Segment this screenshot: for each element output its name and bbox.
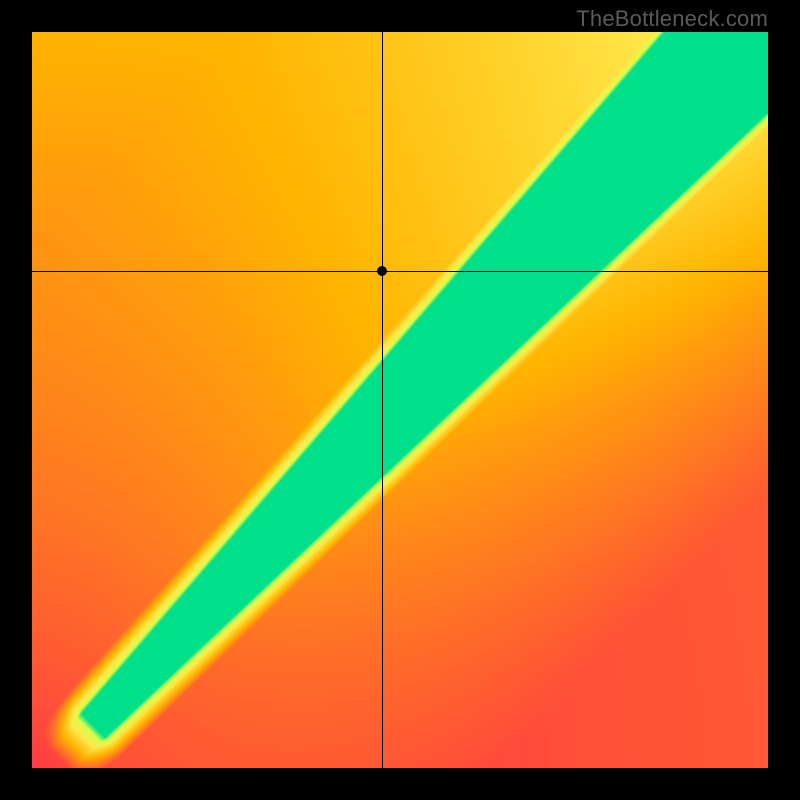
heatmap-canvas (32, 32, 768, 768)
crosshair-horizontal (32, 271, 768, 272)
crosshair-vertical (382, 32, 383, 768)
crosshair-marker-dot (377, 266, 387, 276)
chart-container: TheBottleneck.com (0, 0, 800, 800)
watermark-text: TheBottleneck.com (576, 6, 768, 32)
plot-area (32, 32, 768, 768)
